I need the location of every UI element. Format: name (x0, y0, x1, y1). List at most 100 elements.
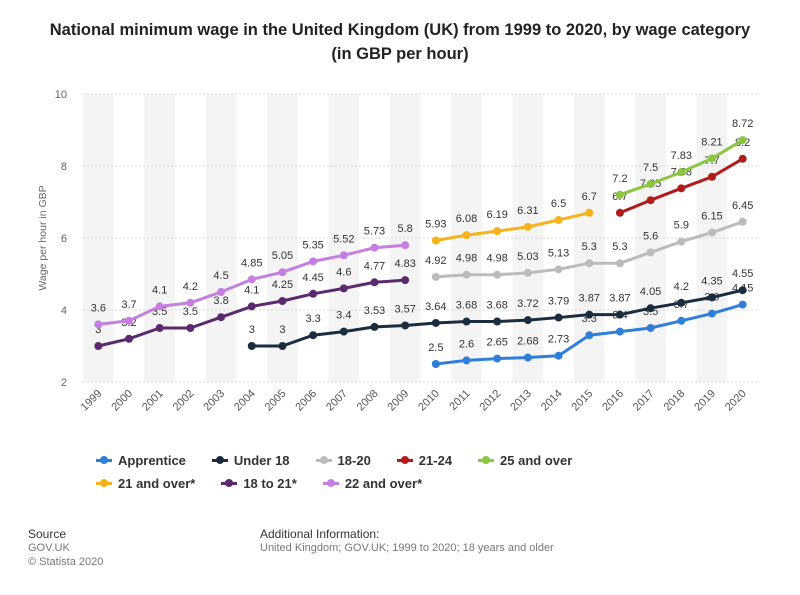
data-point (370, 278, 379, 287)
data-point (217, 288, 226, 296)
data-point (646, 196, 655, 205)
data-point (462, 270, 471, 279)
data-point (217, 313, 226, 322)
data-label: 4.92 (425, 255, 446, 267)
data-point (278, 342, 287, 350)
legend-item[interactable]: 25 and over (478, 453, 572, 468)
data-label: 3.68 (456, 300, 477, 312)
data-point (309, 331, 318, 340)
data-point (278, 268, 287, 277)
y-tick-label: 6 (61, 233, 67, 245)
data-label: 4.1 (152, 284, 167, 296)
x-tick-label: 2006 (293, 388, 319, 414)
data-label: 3.87 (609, 293, 630, 305)
y-tick-label: 8 (61, 161, 67, 173)
data-point (155, 324, 164, 332)
legend-label: 21-24 (418, 453, 453, 468)
data-point (707, 309, 716, 318)
source-label: Source (28, 527, 67, 541)
legend-label: 25 and over (500, 453, 573, 468)
data-label: 4.45 (302, 272, 323, 284)
data-label: 6.45 (732, 200, 753, 212)
legend-item[interactable]: Under 18 (211, 453, 290, 468)
data-point (431, 272, 440, 281)
data-point (401, 321, 410, 330)
source-block: Source GOV.UK © Statista 2020 (28, 527, 103, 569)
data-label: 7.2 (612, 173, 627, 185)
data-point (615, 190, 624, 199)
x-tick-label: 2002 (171, 388, 197, 414)
data-point (707, 293, 716, 302)
data-label: 3.64 (425, 301, 446, 313)
data-label: 6.19 (486, 209, 507, 221)
data-point (278, 297, 287, 305)
legend-swatch (96, 456, 112, 464)
data-label: 5.3 (612, 241, 627, 253)
legend-swatch (211, 456, 228, 464)
data-label: 4.5 (213, 270, 228, 282)
data-label: 3.6 (91, 302, 106, 314)
x-tick-label: 2007 (324, 388, 350, 414)
data-point (339, 327, 348, 336)
data-point (707, 228, 716, 237)
data-label: 3.68 (486, 300, 507, 312)
legend-item[interactable]: 22 and over* (322, 476, 423, 491)
data-point (125, 316, 134, 325)
data-point (677, 184, 686, 193)
x-tick-label: 2017 (631, 388, 657, 414)
legend-item[interactable]: 21-24 (396, 453, 453, 468)
legend-label: Under 18 (233, 453, 290, 468)
data-point (155, 302, 164, 311)
data-point (370, 322, 379, 331)
data-point (493, 317, 502, 326)
legend-item[interactable]: Apprentice (96, 453, 186, 468)
legend-label: 18-20 (337, 453, 371, 468)
data-point (646, 324, 655, 332)
x-tick-label: 2013 (508, 388, 534, 414)
data-point (523, 268, 532, 277)
data-label: 7.5 (643, 162, 658, 174)
data-point (493, 270, 502, 279)
data-point (493, 354, 502, 363)
source-line-1[interactable]: GOV.UK (28, 542, 70, 554)
data-point (677, 316, 686, 325)
data-label: 5.52 (333, 233, 354, 245)
data-point (738, 286, 747, 295)
data-point (677, 237, 686, 246)
legend-swatch (478, 456, 495, 464)
data-label: 3.57 (394, 303, 415, 315)
additional-info-block: Additional Information: United Kingdom; … (260, 527, 554, 555)
data-point (677, 298, 686, 307)
data-label: 3 (95, 324, 101, 336)
x-tick-label: 2001 (140, 388, 166, 414)
legend-item[interactable]: 21 and over* (96, 476, 195, 491)
data-label: 5.35 (302, 239, 323, 251)
data-label: 4.1 (244, 284, 259, 296)
data-point (585, 208, 594, 217)
data-label: 3.7 (121, 299, 136, 311)
data-point (462, 317, 471, 326)
data-label: 4.2 (183, 281, 198, 293)
legend-label: 22 and over* (344, 476, 423, 491)
x-tick-label: 2020 (723, 388, 749, 414)
legend-item[interactable]: 18-20 (315, 453, 371, 468)
legend-swatch (221, 479, 238, 487)
data-label: 4.6 (336, 266, 351, 278)
data-point (370, 243, 379, 252)
x-tick-label: 2015 (570, 388, 596, 414)
legend-item[interactable]: 18 to 21* (221, 476, 297, 491)
data-label: 2.5 (428, 342, 443, 354)
data-point (247, 302, 256, 311)
data-point (646, 248, 655, 257)
data-point (707, 154, 716, 163)
x-tick-label: 2008 (355, 388, 381, 414)
legend-label: 18 to 21* (243, 476, 297, 491)
x-tick-label: 1999 (79, 388, 105, 414)
data-label: 3 (279, 324, 285, 336)
data-label: 5.73 (364, 226, 385, 238)
data-point (431, 236, 440, 245)
data-label: 5.8 (398, 223, 413, 235)
data-point (493, 227, 502, 236)
data-point (401, 276, 410, 285)
data-point (125, 334, 134, 343)
